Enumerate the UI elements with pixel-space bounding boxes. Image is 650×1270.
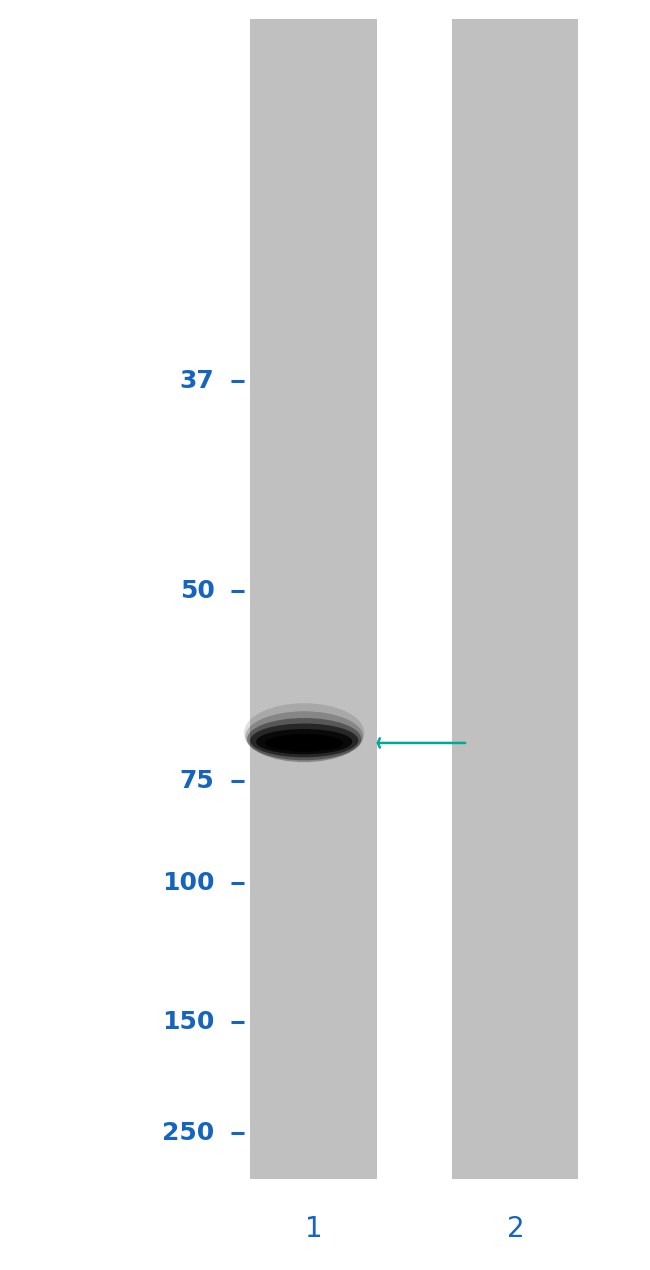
Text: 50: 50 (179, 579, 214, 602)
Text: 1: 1 (305, 1215, 323, 1243)
Ellipse shape (247, 718, 361, 761)
Text: 2: 2 (506, 1215, 525, 1243)
Text: 100: 100 (162, 871, 214, 894)
Ellipse shape (265, 734, 343, 752)
Text: 75: 75 (180, 770, 214, 792)
Bar (250, 19, 377, 1179)
Ellipse shape (256, 729, 352, 754)
Ellipse shape (277, 738, 332, 748)
Text: 250: 250 (162, 1121, 214, 1144)
Ellipse shape (244, 704, 365, 762)
Text: 150: 150 (162, 1011, 214, 1034)
Bar (452, 19, 578, 1179)
Ellipse shape (245, 711, 363, 762)
Ellipse shape (250, 724, 358, 757)
Text: 37: 37 (180, 370, 214, 392)
